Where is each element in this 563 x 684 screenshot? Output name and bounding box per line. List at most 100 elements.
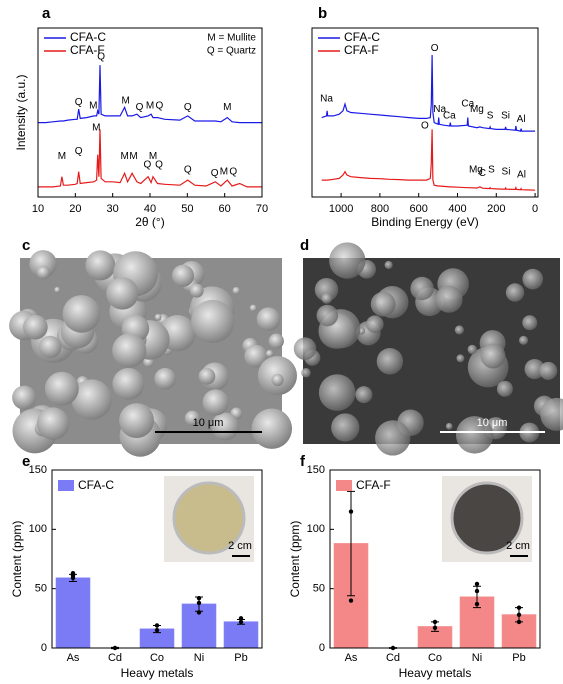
particle xyxy=(29,250,57,278)
peak-label: C xyxy=(479,168,486,179)
panel-label: a xyxy=(42,5,51,22)
particle xyxy=(85,250,116,281)
peak-label: M xyxy=(129,151,137,162)
x-tick-label: Ni xyxy=(472,652,482,664)
particle xyxy=(321,292,333,304)
peak-label: M xyxy=(146,100,154,111)
peak-label: Al xyxy=(517,114,526,125)
peak-label: O xyxy=(421,121,429,132)
data-point xyxy=(516,619,522,625)
peak-label: Ca xyxy=(443,111,456,122)
plot-frame xyxy=(311,27,539,198)
particle xyxy=(540,397,563,431)
particle xyxy=(198,367,216,385)
y-tick-label: 100 xyxy=(307,523,325,535)
particle xyxy=(112,367,145,400)
particle xyxy=(293,337,317,360)
peak-label: Q xyxy=(184,102,192,113)
particle xyxy=(505,283,525,302)
peak-label: M xyxy=(92,122,100,133)
x-tick-label: Pb xyxy=(512,652,525,664)
particle xyxy=(435,285,463,313)
legend-swatch xyxy=(336,480,352,491)
peak-label: Mg xyxy=(469,165,483,176)
particle xyxy=(331,413,360,442)
particle xyxy=(455,416,494,454)
legend-label: CFA-C xyxy=(78,478,114,492)
scale-bar-label: 10 μm xyxy=(193,417,224,429)
x-tick-label: 60 xyxy=(219,203,231,215)
x-tick-label: 70 xyxy=(256,203,268,215)
peak-label: Q xyxy=(155,160,163,171)
peak-label: Q xyxy=(136,102,144,113)
particle xyxy=(355,386,373,404)
peak-label: Q xyxy=(143,160,151,171)
x-tick-label: 40 xyxy=(144,203,156,215)
peak-label: M xyxy=(89,100,97,111)
x-axis-label: Heavy metals xyxy=(121,666,194,680)
legend-label: CFA-F xyxy=(70,43,105,57)
plot-frame xyxy=(37,27,263,198)
peak-label: Si xyxy=(502,166,511,177)
particle xyxy=(106,277,139,310)
particle xyxy=(496,380,513,397)
peak-label: S xyxy=(487,111,494,122)
peak-label: M xyxy=(122,95,130,106)
legend-label: CFA-C xyxy=(70,30,106,44)
x-tick-label: Co xyxy=(428,652,442,664)
particle xyxy=(410,276,434,301)
particle xyxy=(38,335,62,359)
particle xyxy=(154,367,177,390)
particle xyxy=(211,412,240,441)
particle xyxy=(524,358,545,380)
particle xyxy=(301,367,311,378)
x-tick-label: 800 xyxy=(371,203,389,215)
peak-label: Q xyxy=(97,51,105,62)
legend-label: CFA-C xyxy=(344,30,380,44)
particle xyxy=(244,344,268,368)
data-point xyxy=(474,581,480,587)
x-axis-label: Heavy metals xyxy=(399,666,472,680)
x-tick-label: Cd xyxy=(386,652,400,664)
particle xyxy=(522,268,544,290)
particle xyxy=(366,315,384,333)
particle xyxy=(23,314,48,340)
x-tick-label: 30 xyxy=(107,203,119,215)
x-tick-label: 400 xyxy=(448,203,466,215)
particle xyxy=(370,291,396,317)
peak-label: M xyxy=(223,102,231,113)
y-axis-label: Content (ppm) xyxy=(288,521,302,598)
particle xyxy=(44,371,79,406)
bar xyxy=(223,621,259,649)
x-tick-label: 50 xyxy=(181,203,193,215)
x-tick-label: Co xyxy=(150,652,164,664)
particle xyxy=(184,410,200,426)
data-point xyxy=(238,616,244,621)
peak-label: Q xyxy=(75,97,83,108)
peak-label: Q xyxy=(155,100,163,111)
peak-label: M xyxy=(220,166,228,177)
peak-label: Q xyxy=(211,168,219,179)
data-point xyxy=(238,619,244,625)
inset-scale-label: 2 cm xyxy=(506,540,530,552)
x-tick-label: 20 xyxy=(69,203,81,215)
particle xyxy=(189,283,204,298)
particle xyxy=(171,264,195,287)
x-tick-label: 10 xyxy=(32,203,44,215)
x-tick-label: As xyxy=(67,652,80,664)
peak-label: Al xyxy=(517,170,526,181)
particle xyxy=(119,403,154,439)
particle xyxy=(456,354,465,363)
particle xyxy=(376,348,404,375)
peak-label: Q xyxy=(229,166,237,177)
y-tick-label: 0 xyxy=(41,642,47,654)
y-tick-label: 0 xyxy=(319,642,325,654)
x-tick-label: 0 xyxy=(532,203,538,215)
data-point xyxy=(70,575,76,581)
inset-dish xyxy=(172,481,246,555)
legend-label: CFA-F xyxy=(344,43,379,57)
particle xyxy=(480,343,506,369)
y-tick-label: 150 xyxy=(307,464,325,476)
sem-image xyxy=(293,242,563,456)
x-tick-label: Pb xyxy=(234,652,247,664)
